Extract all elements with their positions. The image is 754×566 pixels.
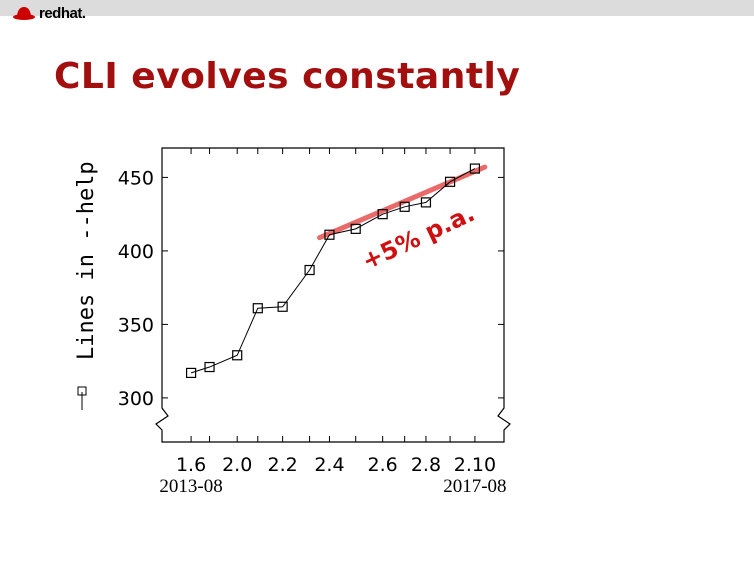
y-tick-label: 400: [118, 241, 154, 263]
legend-marker: [77, 386, 87, 396]
y-tick-label: 450: [118, 167, 154, 189]
data-point: [185, 367, 197, 379]
y-axis-label: Lines in --help: [74, 161, 99, 360]
x-tick-label: 2.0: [222, 454, 252, 476]
x-tick-label: 2.2: [268, 454, 298, 476]
y-tick-label: 300: [118, 388, 154, 410]
plot-frame: [155, 147, 511, 443]
data-point: [204, 361, 215, 373]
y-tick-label: 350: [118, 314, 154, 336]
x-tick-label: 2.8: [411, 454, 441, 476]
series-line: [190, 168, 476, 374]
data-point: [350, 223, 361, 234]
x-tick-label: 2.6: [368, 454, 398, 476]
redhat-logo: redhat.: [12, 2, 86, 24]
data-point: [444, 176, 456, 187]
x-tick-label: 2.4: [314, 454, 344, 476]
slide-title: CLI evolves constantly: [54, 56, 521, 97]
data-point: [324, 229, 335, 240]
x-date-label: 2013-08: [159, 476, 222, 497]
data-point: [377, 209, 388, 220]
top-bar: [0, 0, 754, 16]
x-tick-label: 1.6: [176, 454, 206, 476]
x-tick-label: 2.10: [454, 454, 496, 476]
data-point: [469, 163, 481, 174]
data-point: [252, 303, 263, 314]
data-point: [399, 201, 410, 212]
logo-text: redhat.: [39, 4, 86, 22]
x-date-label: 2017-08: [443, 476, 506, 497]
data-point: [304, 264, 315, 276]
data-point: [232, 350, 243, 361]
red-hat-icon: [13, 7, 35, 20]
data-point: [420, 197, 432, 208]
data-point: [277, 301, 288, 312]
